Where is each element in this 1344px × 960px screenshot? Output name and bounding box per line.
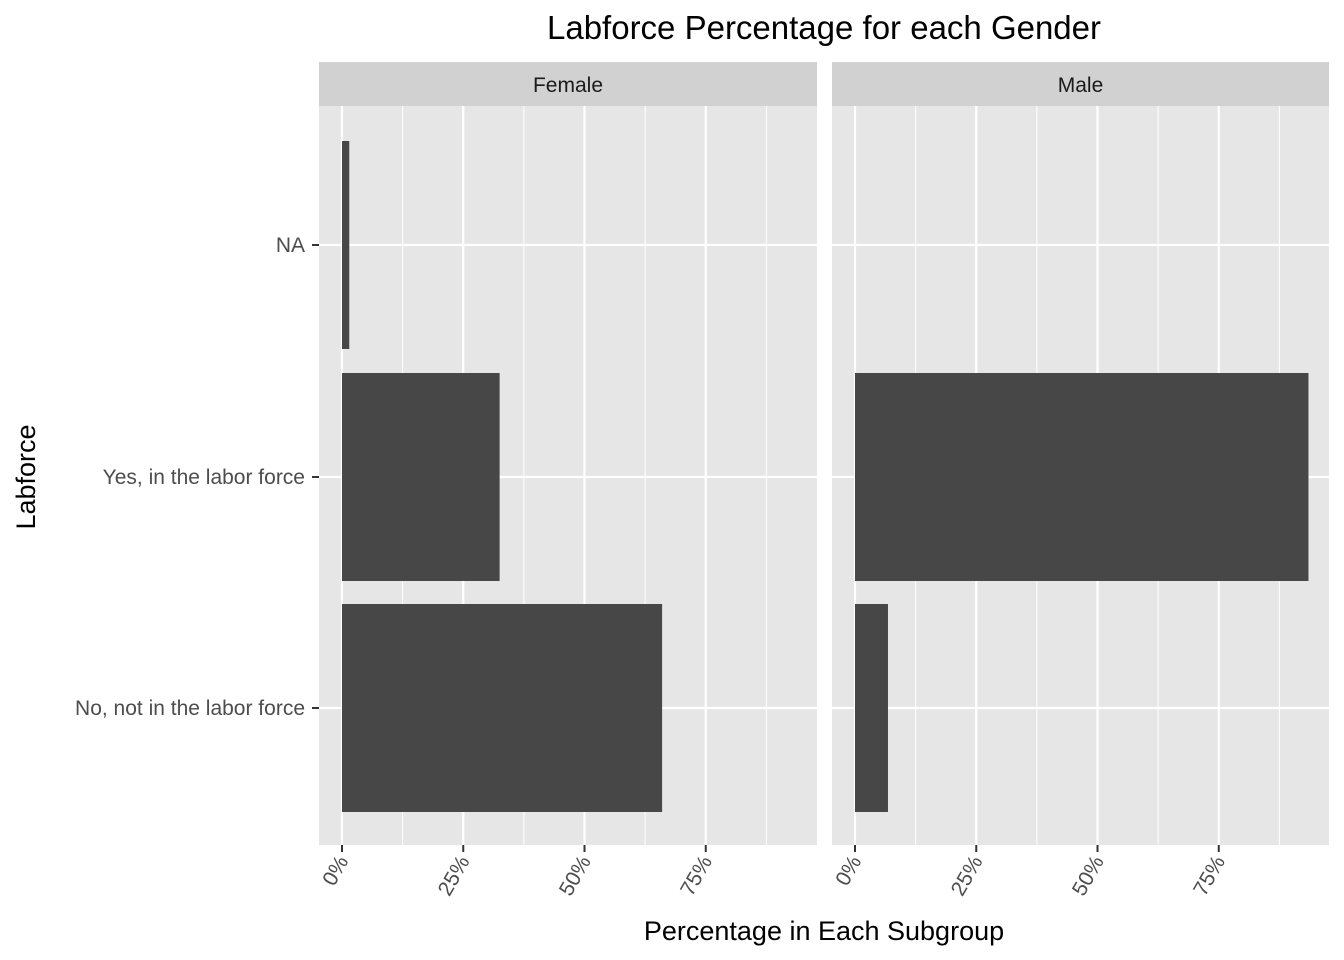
bar — [855, 604, 888, 812]
facet-panel-female: Female 0% 25% 50% 75% — [318, 62, 817, 900]
bar — [342, 141, 350, 349]
bar — [342, 604, 663, 812]
x-tick-label: 50% — [555, 852, 596, 900]
x-tick-label: 75% — [1189, 852, 1230, 900]
y-axis: NA Yes, in the labor force No, not in the … — [75, 234, 319, 720]
y-tick-label: No, not in the labor force — [75, 697, 305, 720]
chart-title: Labforce Percentage for each Gender — [547, 9, 1101, 46]
x-tick-label: 0% — [831, 852, 866, 890]
x-tick-label: 0% — [318, 852, 353, 890]
y-tick-label: NA — [276, 234, 305, 257]
x-axis-title: Percentage in Each Subgroup — [644, 916, 1004, 946]
x-tick-label: 75% — [676, 852, 717, 900]
y-axis-title: Labforce — [11, 424, 41, 529]
bar — [342, 373, 500, 581]
facet-strip-label: Female — [533, 74, 603, 97]
facet-panel-male: Male 0% 25% 50% 75% — [831, 62, 1329, 900]
y-tick-label: Yes, in the labor force — [103, 466, 305, 489]
bar — [855, 373, 1309, 581]
x-tick-label: 25% — [434, 852, 475, 900]
facet-strip — [319, 62, 817, 106]
facet-strip-label: Male — [1058, 74, 1104, 97]
x-tick-label: 25% — [947, 852, 988, 900]
facet-strip — [832, 62, 1329, 106]
facet-panels: Female 0% 25% 50% 75% Male 0% 25% 50% 75% — [318, 62, 1329, 900]
x-tick-label: 50% — [1068, 852, 1109, 900]
